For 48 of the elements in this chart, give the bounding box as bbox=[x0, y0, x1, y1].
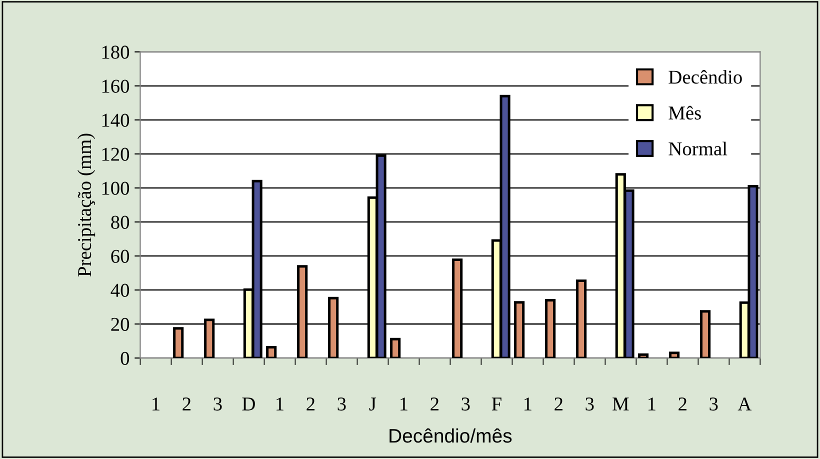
x-axis-title: Decêndio/mês bbox=[390, 428, 512, 443]
bar bbox=[545, 298, 556, 358]
x-tick-label: 2 bbox=[554, 398, 562, 410]
x-tick-label: 3 bbox=[586, 398, 594, 411]
x-tick-label: 3 bbox=[214, 398, 222, 411]
bar bbox=[669, 352, 680, 358]
x-tick-label: 1 bbox=[400, 398, 408, 410]
y-tick-label: 100 bbox=[102, 182, 130, 195]
legend-label: Mês bbox=[668, 106, 701, 120]
y-tick-label: 120 bbox=[102, 148, 130, 161]
x-tick-label: 2 bbox=[306, 398, 314, 410]
x-tick-label: M bbox=[612, 398, 629, 410]
legend-label: Normal bbox=[668, 142, 728, 156]
y-tick-label: 0 bbox=[120, 352, 130, 365]
y-tick-label: 20 bbox=[111, 318, 130, 331]
y-tick-label: 60 bbox=[111, 250, 130, 263]
bar bbox=[638, 353, 649, 358]
x-tick-label: J bbox=[369, 398, 376, 411]
legend-label: Decêndio bbox=[668, 70, 742, 84]
x-tick-label: 1 bbox=[276, 398, 284, 410]
bar bbox=[266, 346, 277, 358]
x-tick-label: A bbox=[738, 398, 752, 410]
x-tick-label: 1 bbox=[648, 398, 656, 410]
y-tick-label: 180 bbox=[102, 46, 130, 59]
y-tick-label: 80 bbox=[111, 216, 130, 229]
x-tick-label: 3 bbox=[338, 398, 346, 411]
bar bbox=[514, 301, 525, 358]
bar bbox=[452, 258, 463, 358]
x-tick-label: 3 bbox=[710, 398, 718, 411]
x-tick-label: 1 bbox=[152, 398, 160, 410]
x-tick-label: F bbox=[492, 398, 502, 410]
bar bbox=[173, 327, 184, 358]
bar bbox=[297, 265, 308, 358]
x-tick-label: 3 bbox=[462, 398, 470, 411]
bar bbox=[390, 338, 401, 358]
x-tick-label: 2 bbox=[430, 398, 438, 410]
x-tick-label: D bbox=[242, 398, 255, 410]
bar bbox=[576, 280, 587, 358]
y-axis-title: Precipitação (mm) bbox=[77, 134, 96, 276]
bar bbox=[328, 296, 339, 358]
y-tick-label: 140 bbox=[102, 114, 130, 127]
y-tick-label: 40 bbox=[110, 284, 130, 297]
bar bbox=[700, 310, 711, 358]
x-tick-label: 2 bbox=[678, 398, 686, 410]
bar bbox=[204, 318, 215, 358]
x-tick-label: 1 bbox=[524, 398, 532, 410]
x-tick-label: 2 bbox=[182, 398, 191, 410]
y-tick-label: 160 bbox=[102, 80, 130, 93]
